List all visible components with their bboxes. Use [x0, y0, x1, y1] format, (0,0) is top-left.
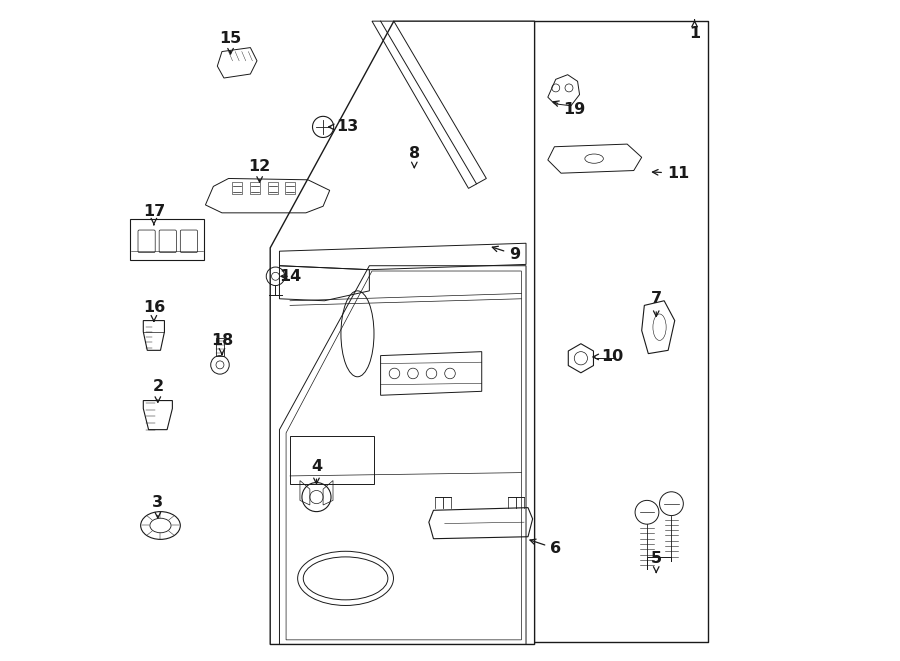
Text: 1: 1	[689, 20, 700, 40]
Text: 18: 18	[211, 333, 233, 354]
Text: 3: 3	[152, 495, 164, 518]
Bar	[232, 182, 242, 194]
Text: 15: 15	[220, 31, 242, 54]
Bar	[284, 182, 295, 194]
Text: 13: 13	[328, 120, 359, 134]
Bar	[267, 182, 278, 194]
Text: 14: 14	[279, 269, 302, 284]
Bar	[249, 182, 260, 194]
Text: 5: 5	[651, 551, 661, 572]
Text: 19: 19	[554, 101, 585, 116]
Text: 9: 9	[492, 247, 520, 262]
Text: 8: 8	[409, 146, 420, 168]
Text: 2: 2	[152, 379, 164, 403]
Text: 10: 10	[593, 350, 623, 364]
Text: 7: 7	[651, 292, 661, 317]
Text: 12: 12	[248, 159, 271, 182]
Text: 4: 4	[310, 459, 322, 484]
Text: 17: 17	[143, 204, 165, 225]
Text: 11: 11	[652, 166, 689, 180]
Text: 6: 6	[530, 539, 562, 556]
Text: 16: 16	[143, 300, 165, 321]
